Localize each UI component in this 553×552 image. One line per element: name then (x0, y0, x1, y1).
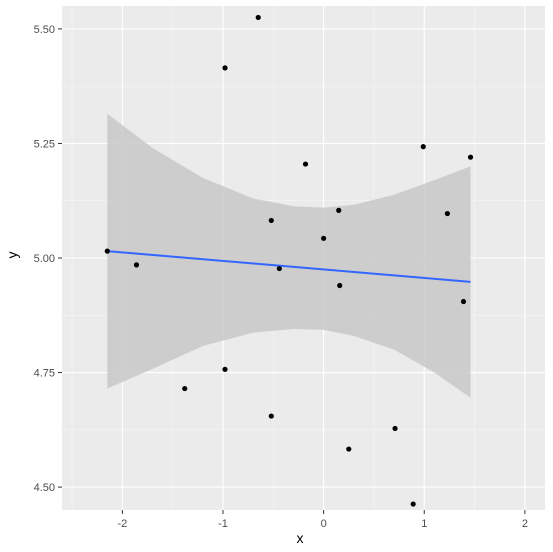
data-point (255, 14, 261, 21)
data-point (467, 154, 474, 160)
data-point (276, 265, 282, 272)
data-point (337, 282, 343, 289)
confidence-band (107, 113, 471, 398)
regression-line (107, 250, 471, 283)
data-point (460, 298, 467, 305)
data-point (268, 413, 274, 419)
y-tick-label: 5.50 (34, 24, 55, 36)
y-axis-title: y (4, 252, 20, 259)
data-point (392, 425, 398, 432)
x-tick-label: -2 (117, 518, 127, 530)
data-point (222, 366, 228, 372)
data-point (321, 235, 327, 241)
x-tick-label: 0 (321, 518, 327, 530)
x-axis-title: x (297, 530, 304, 546)
x-tick-label: 2 (522, 518, 528, 530)
y-tick-label: 4.50 (34, 482, 55, 494)
y-tick-label: 4.75 (34, 368, 55, 380)
data-point (302, 161, 309, 167)
data-point (336, 207, 342, 213)
y-tick-label: 5.25 (34, 138, 55, 150)
x-tick-label: -1 (218, 518, 228, 530)
y-tick-label: 5.00 (34, 253, 55, 265)
data-point (444, 210, 450, 217)
data-point (410, 501, 416, 507)
data-point (346, 446, 352, 452)
data-point (133, 262, 140, 268)
data-point (268, 217, 274, 224)
data-point (420, 144, 426, 150)
data-point (182, 385, 188, 392)
y-axis-ticks: 4.50 4.75 5.00 5.25 5.50 (34, 24, 62, 494)
x-axis-ticks: -2 -1 0 1 2 (117, 510, 528, 530)
x-tick-label: 1 (421, 518, 427, 530)
data-point (104, 248, 110, 254)
data-point (222, 65, 228, 71)
data-points (104, 14, 474, 507)
